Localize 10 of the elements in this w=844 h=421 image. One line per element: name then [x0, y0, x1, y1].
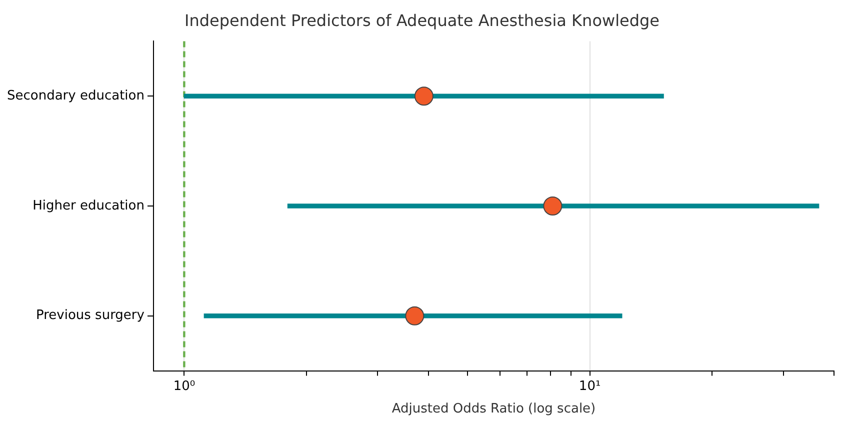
x-tick-label: 10⁰ [173, 378, 196, 394]
bar [287, 204, 820, 208]
chart-title: Independent Predictors of Adequate Anesthesia Knowledge [184, 10, 660, 30]
y-tick-label: Secondary education [7, 88, 144, 104]
y-tick-label: Higher education [32, 198, 144, 214]
bar [184, 94, 664, 98]
x-axis-title: Adjusted Odds Ratio (log scale) [392, 402, 596, 417]
y-tick-label: Previous surgery [36, 308, 145, 324]
x-tick-label: 10¹ [578, 378, 601, 394]
bar [204, 314, 622, 318]
